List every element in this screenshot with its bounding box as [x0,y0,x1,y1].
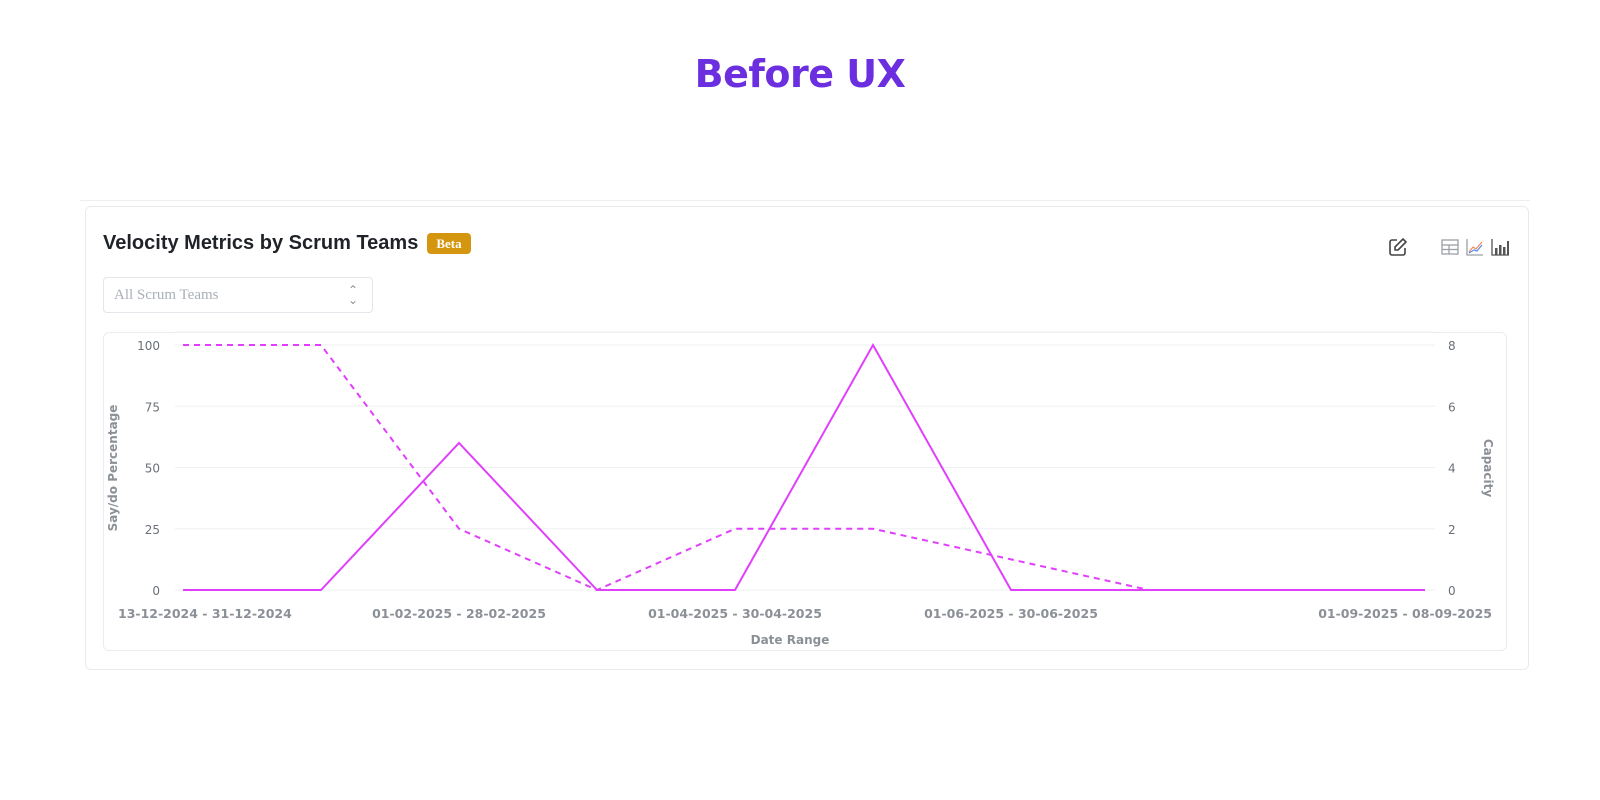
divider [80,200,1530,201]
y2-tick-label: 2 [1448,523,1456,537]
table-view-icon[interactable] [1439,236,1461,258]
y2-tick-label: 6 [1448,400,1456,414]
x-tick-label: 01-09-2025 - 08-09-2025 [1318,606,1492,621]
y-tick-label: 100 [137,339,160,353]
scrum-team-select[interactable]: All Scrum Teams ⌃ ⌄ [103,277,373,313]
x-tick-label: 13-12-2024 - 31-12-2024 [118,606,292,621]
card-title: Velocity Metrics by Scrum Teams [103,232,419,254]
y-tick-label: 25 [145,523,160,537]
x-tick-label: 01-02-2025 - 28-02-2025 [372,606,546,621]
line-chart-icon[interactable] [1464,236,1486,258]
y2-tick-label: 8 [1448,339,1456,353]
y2-tick-label: 4 [1448,462,1456,476]
x-axis-label: Date Range [751,633,830,647]
edit-icon[interactable] [1387,236,1409,258]
y-tick-label: 50 [145,462,160,476]
y2-axis-label: Capacity [1481,439,1495,498]
chevron-up-down-icon: ⌃ ⌄ [347,283,358,307]
x-tick-label: 01-04-2025 - 30-04-2025 [648,606,822,621]
y-tick-label: 0 [152,584,160,598]
series-line-capacity [183,344,1425,592]
page-title: Before UX [694,52,906,96]
card-header: Velocity Metrics by Scrum Teams Beta [103,232,471,255]
y-axis-label: Say/do Percentage [106,405,120,532]
beta-badge: Beta [427,233,471,254]
y2-tick-label: 0 [1448,584,1456,598]
bar-chart-icon[interactable] [1489,236,1511,258]
y-tick-label: 75 [145,400,160,414]
scrum-team-select-value: All Scrum Teams [114,287,219,303]
velocity-card [85,206,1529,670]
x-tick-label: 01-06-2025 - 30-06-2025 [924,606,1098,621]
